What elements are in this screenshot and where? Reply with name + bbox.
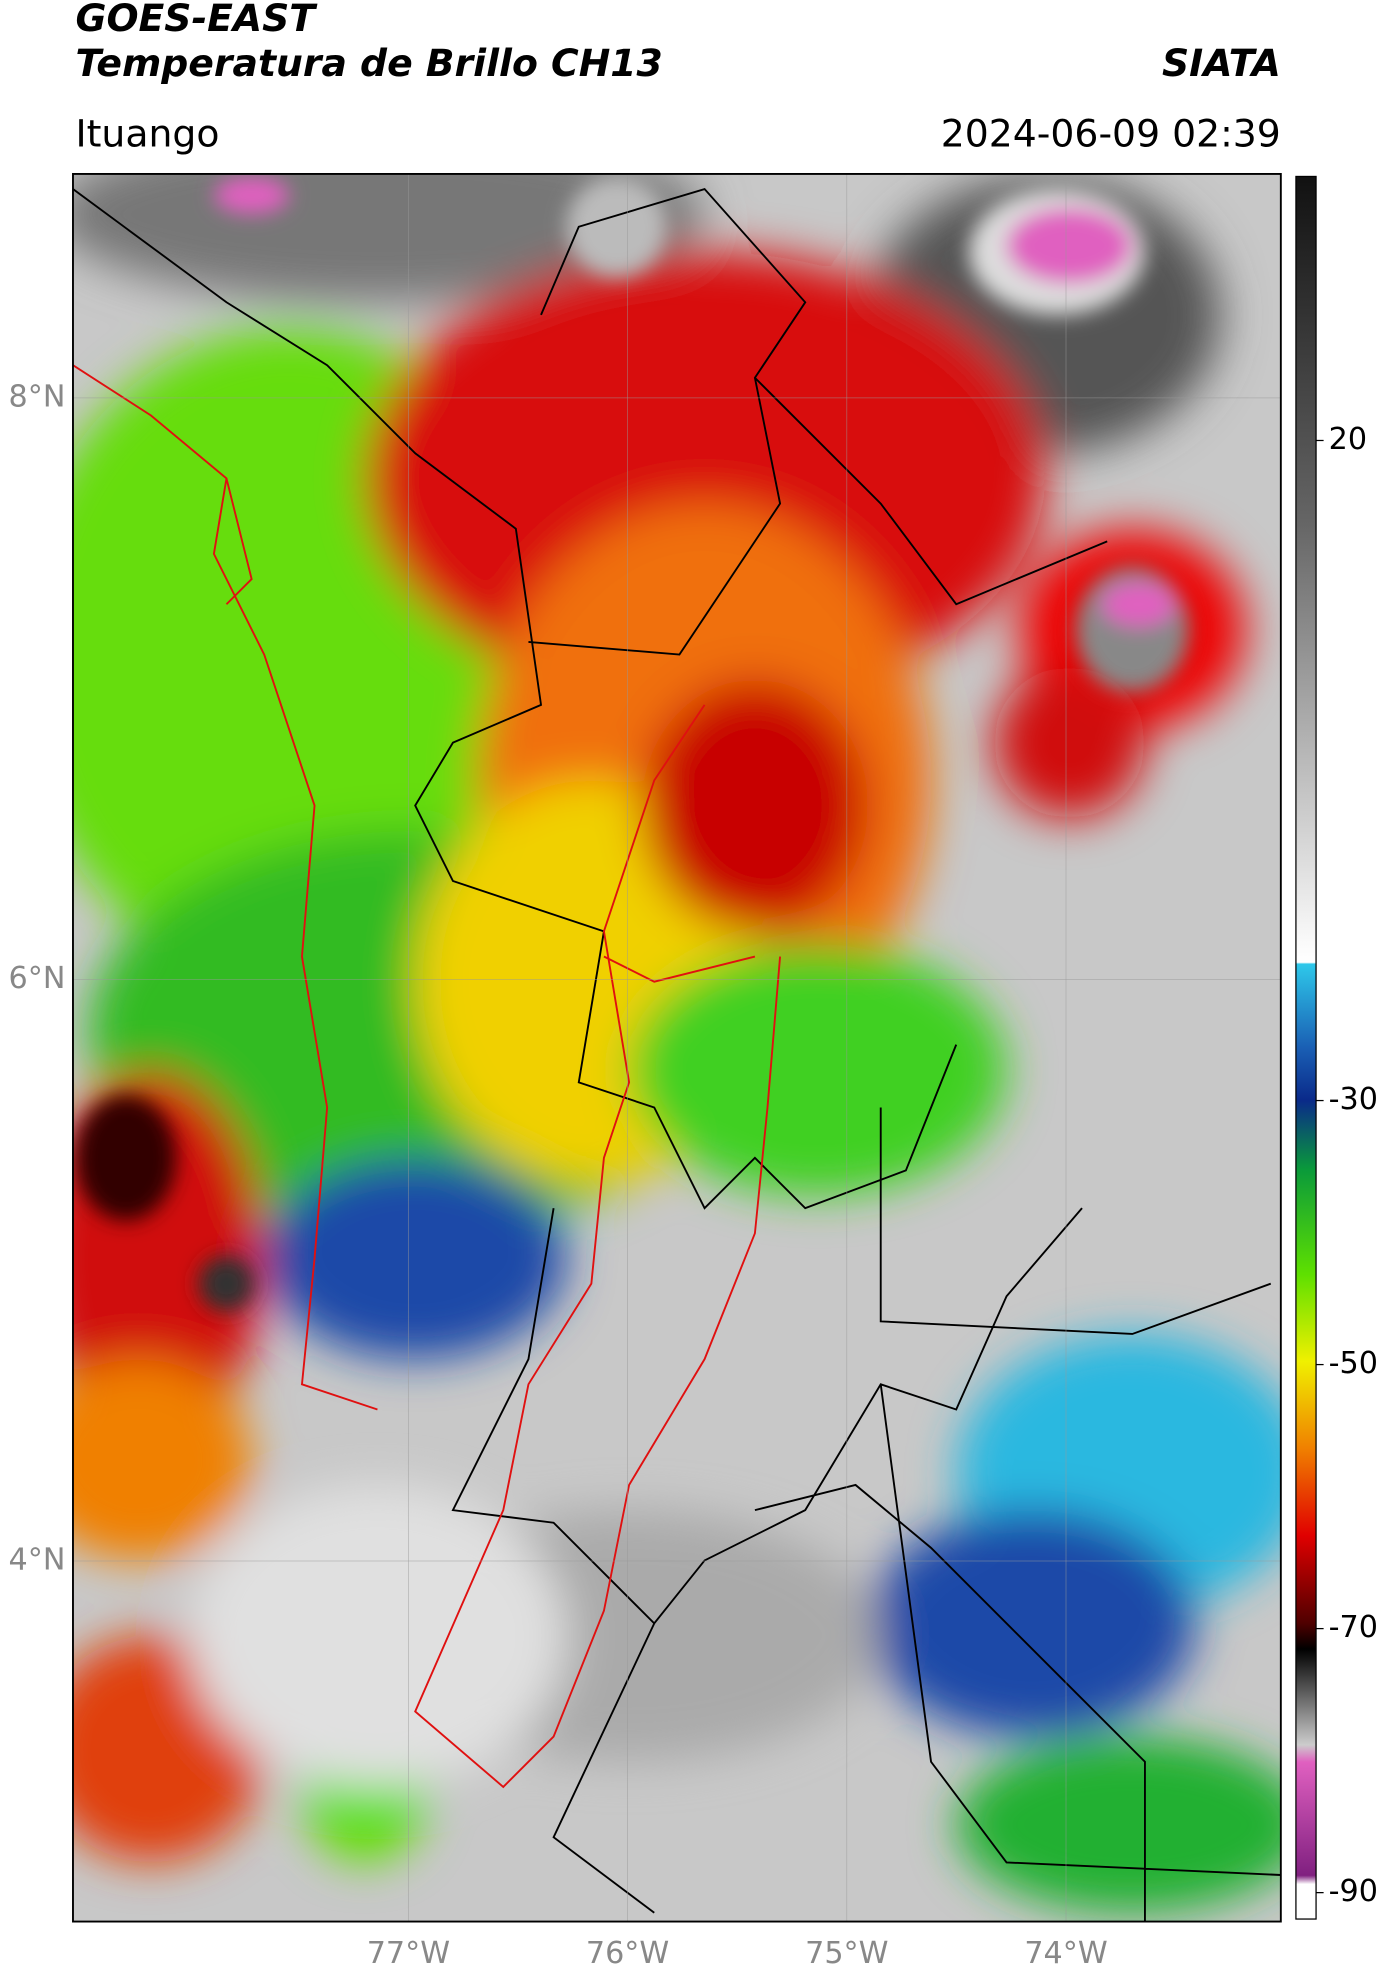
- colorbar-ticks: 20 -30 -50 -70 -90: [1316, 422, 1378, 1909]
- lat-label: 8°N: [9, 379, 66, 414]
- colorbar-tick-label: -30: [1329, 1082, 1378, 1117]
- lon-label: 74°W: [1024, 1936, 1107, 1971]
- lat-label: 6°N: [9, 961, 66, 996]
- colorbar-tick-label: 20: [1329, 422, 1367, 457]
- source: SIATA: [1162, 41, 1281, 85]
- title: GOES-EAST: [75, 0, 318, 40]
- lon-label: 77°W: [367, 1936, 450, 1971]
- colorbar-tick-label: -50: [1329, 1346, 1378, 1381]
- colorbar-tick-label: -90: [1329, 1874, 1378, 1909]
- map-frame: [72, 172, 1282, 1923]
- lat-label: 4°N: [9, 1542, 66, 1577]
- satellite-image: [72, 173, 1281, 1922]
- datetime: 2024-06-09 02:39: [941, 112, 1281, 156]
- colorbar-tick-label: -70: [1329, 1610, 1378, 1645]
- lon-label: 75°W: [805, 1936, 888, 1971]
- subtitle: Temperatura de Brillo CH13: [75, 41, 662, 85]
- graticule: 77°W 76°W 75°W 74°W 8°N 6°N 4°N: [9, 173, 1281, 1971]
- lon-label: 76°W: [586, 1936, 669, 1971]
- location: Ituango: [75, 112, 219, 156]
- colorbar: [1295, 175, 1317, 1920]
